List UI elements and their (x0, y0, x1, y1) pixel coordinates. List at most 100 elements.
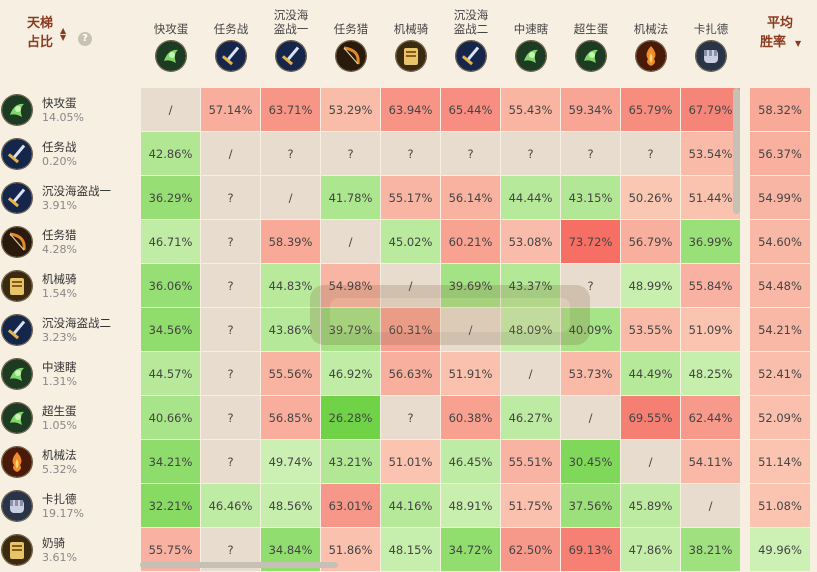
column-header[interactable]: 机械骑 (381, 8, 441, 78)
egg-icon (576, 41, 606, 71)
column-header[interactable]: 任务战 (201, 8, 261, 78)
row-header[interactable]: 沉没海盗战二 3.23% (0, 308, 140, 352)
horizontal-scrollbar-thumb[interactable] (140, 562, 338, 568)
column-header-label: 超生蛋 (573, 22, 609, 36)
column-header[interactable]: 沉没海 盗战一 (261, 8, 321, 78)
sort-icon[interactable]: ▲ ▼ (60, 26, 67, 42)
sort-down-icon[interactable]: ▼ (795, 39, 802, 48)
matchup-cell: 42.86% (141, 132, 200, 175)
deck-name: 卡扎德 (42, 492, 77, 506)
matchup-cell: 43.21% (321, 440, 380, 483)
sword-icon (2, 183, 32, 213)
vertical-scrollbar-thumb[interactable] (733, 88, 740, 214)
matchup-cell: 40.09% (561, 308, 620, 351)
matchup-cell: 36.99% (681, 220, 740, 263)
avg-winrate-cell: 52.09% (750, 396, 810, 439)
matchup-cell: 63.94% (381, 88, 440, 131)
matchup-cell: 53.08% (501, 220, 560, 263)
sword-icon (2, 139, 32, 169)
book-icon (2, 535, 32, 565)
matchup-cell: 48.15% (381, 528, 440, 571)
matchup-cell: 47.86% (621, 528, 680, 571)
sword-icon (2, 183, 32, 213)
avg-winrate-cell: 54.60% (750, 220, 810, 263)
matchup-cell: 53.54% (681, 132, 740, 175)
row-header[interactable]: 卡扎德 19.17% (0, 484, 140, 528)
matchup-cell: / (141, 88, 200, 131)
matchup-cell: 44.83% (261, 264, 320, 307)
matchup-cell: 36.29% (141, 176, 200, 219)
matchup-cell: 32.21% (141, 484, 200, 527)
column-header[interactable]: 快攻蛋 (141, 8, 201, 78)
matchup-cell: 55.84% (681, 264, 740, 307)
row-header[interactable]: 沉没海盗战一 3.91% (0, 176, 140, 220)
row-header[interactable]: 中速瞎 1.31% (0, 352, 140, 396)
row-header[interactable]: 超生蛋 1.05% (0, 396, 140, 440)
avg-label-1: 平均 (766, 16, 793, 31)
column-header-label: 快攻蛋 (153, 22, 189, 36)
matchup-cell: 60.21% (441, 220, 500, 263)
ladder-label-1: 天梯 (27, 16, 54, 31)
fist-icon (2, 491, 32, 521)
deck-ladder-share: 1.05% (42, 419, 77, 432)
avg-winrate-header[interactable]: 平均 胜率 ▼ (750, 14, 810, 52)
row-header[interactable]: 奶骑 3.61% (0, 528, 140, 572)
matchup-cell: ? (441, 132, 500, 175)
avg-winrate-cell: 54.21% (750, 308, 810, 351)
matchup-cell: 69.13% (561, 528, 620, 571)
egg-icon (2, 359, 32, 389)
column-header-label: 机械法 (633, 22, 669, 36)
matchup-cell: 43.37% (501, 264, 560, 307)
sword-icon (276, 41, 306, 71)
matchup-cell: ? (321, 132, 380, 175)
matchup-cell: ? (561, 264, 620, 307)
matchup-cell: 51.09% (681, 308, 740, 351)
book-icon (2, 271, 32, 301)
fist-icon (2, 491, 32, 521)
column-header-label: 卡扎德 (693, 22, 729, 36)
column-header[interactable]: 超生蛋 (561, 8, 621, 78)
egg-icon (516, 41, 546, 71)
bow-icon (2, 227, 32, 257)
help-icon[interactable]: ? (78, 32, 92, 46)
deck-name: 超生蛋 (42, 404, 77, 418)
matchup-cell: 56.14% (441, 176, 500, 219)
matchup-cell: 54.98% (321, 264, 380, 307)
deck-name: 机械骑 (42, 272, 77, 286)
column-header[interactable]: 机械法 (621, 8, 681, 78)
row-header[interactable]: 任务猎 4.28% (0, 220, 140, 264)
avg-winrate-cell: 56.37% (750, 132, 810, 175)
ladder-share-header[interactable]: 天梯 占比 ▲ ▼ ? (27, 14, 107, 64)
column-header[interactable]: 沉没海 盗战二 (441, 8, 501, 78)
egg-icon (156, 41, 186, 71)
column-header[interactable]: 卡扎德 (681, 8, 741, 78)
row-header[interactable]: 机械骑 1.54% (0, 264, 140, 308)
deck-ladder-share: 3.91% (42, 199, 77, 212)
deck-name: 奶骑 (42, 536, 65, 550)
row-header[interactable]: 任务战 0.20% (0, 132, 140, 176)
ladder-label-2: 占比 (27, 35, 54, 50)
matchup-cell: / (321, 220, 380, 263)
row-header[interactable]: 快攻蛋 14.05% (0, 88, 140, 132)
column-header-label: 机械骑 (393, 22, 429, 36)
matchup-cell: / (381, 264, 440, 307)
fire-icon (636, 41, 666, 71)
egg-icon (2, 403, 32, 433)
matchup-cell: / (681, 484, 740, 527)
matchup-cell: 46.92% (321, 352, 380, 395)
matchup-cell: 48.25% (681, 352, 740, 395)
book-icon (2, 535, 32, 565)
sword-icon (276, 41, 306, 71)
matchup-cell: ? (201, 308, 260, 351)
deck-ladder-share: 5.32% (42, 463, 77, 476)
row-header[interactable]: 机械法 5.32% (0, 440, 140, 484)
matchup-cell: ? (501, 132, 560, 175)
column-header[interactable]: 中速瞎 (501, 8, 561, 78)
avg-winrate-cell: 58.32% (750, 88, 810, 131)
deck-ladder-share: 19.17% (42, 507, 84, 520)
sword-icon (216, 41, 246, 71)
column-header[interactable]: 任务猎 (321, 8, 381, 78)
matchup-cell: 51.01% (381, 440, 440, 483)
avg-winrate-cell: 52.41% (750, 352, 810, 395)
matchup-cell: ? (201, 440, 260, 483)
